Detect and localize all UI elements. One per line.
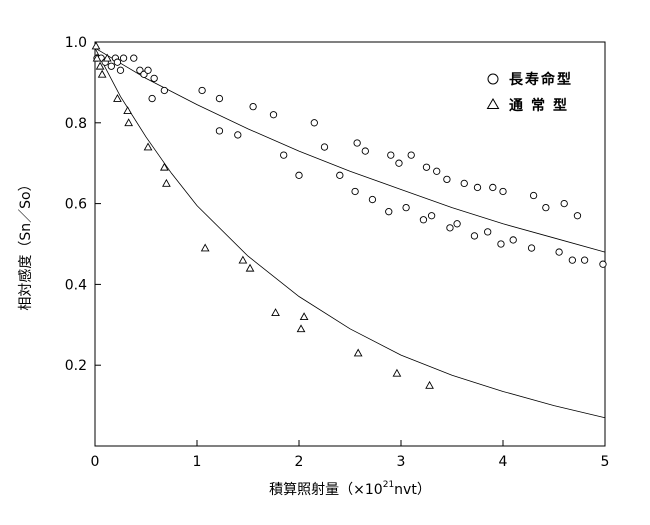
- data-point-circle: [160, 86, 169, 95]
- data-point-circle: [407, 151, 415, 159]
- data-point-triangle: [296, 324, 306, 333]
- plot-frame: [94, 41, 606, 447]
- x-tick-label: 1: [193, 454, 202, 470]
- data-point-circle: [113, 58, 122, 66]
- data-point-circle: [336, 171, 344, 179]
- x-axis-title: 積算照射量（×1021nvt）: [269, 480, 431, 498]
- data-point-triangle: [271, 308, 280, 317]
- data-point-circle: [422, 163, 431, 171]
- data-point-circle: [310, 119, 318, 127]
- y-axis-title: 相対感度（Sn／So）: [17, 177, 34, 310]
- fit-curves: [94, 47, 606, 419]
- x-tick-label: 5: [601, 454, 610, 470]
- data-point-circle: [599, 260, 607, 268]
- data-point-circle: [150, 74, 158, 83]
- data-point-circle: [353, 139, 361, 147]
- x-axis-ticks: 0 1 2 3 4 5: [91, 440, 610, 470]
- data-point-circle: [280, 151, 288, 159]
- data-point-circle: [361, 147, 369, 155]
- data-point-triangle: [91, 41, 101, 50]
- data-point-triangle: [102, 53, 112, 62]
- data-point-circle: [560, 199, 568, 208]
- y-tick-label: 0.8: [65, 116, 87, 132]
- data-point-circle: [433, 167, 441, 175]
- fit-curve-standard: [94, 47, 606, 419]
- legend-label-standard: 通常型: [509, 97, 575, 114]
- data-point-circle: [580, 256, 589, 264]
- data-point-circle: [215, 127, 224, 135]
- data-point-circle: [529, 191, 538, 200]
- data-point-triangle: [92, 53, 102, 62]
- data-point-circle: [320, 143, 329, 151]
- data-point-circle: [542, 203, 550, 212]
- x-tick-label: 0: [91, 454, 100, 470]
- data-point-triangle: [353, 348, 363, 357]
- data-point-circle: [249, 102, 257, 111]
- data-point-circle: [453, 220, 461, 228]
- data-point-triangle: [200, 243, 210, 252]
- data-point-circle: [351, 187, 359, 196]
- data-point-circle: [269, 111, 278, 119]
- data-point-triangle: [162, 178, 171, 187]
- y-tick-label: 0.6: [65, 197, 87, 213]
- data-point-circle: [387, 151, 395, 159]
- data-point-circle: [107, 62, 115, 70]
- legend-label-long-life: 長寿命型: [509, 71, 573, 88]
- data-point-circle: [470, 232, 479, 240]
- legend-triangle-marker: [486, 98, 500, 109]
- data-point-circle: [419, 216, 428, 224]
- data-point-triangle: [95, 61, 105, 70]
- legend: 長寿命型 通常型: [486, 71, 575, 114]
- data-point-circle: [460, 179, 468, 188]
- data-point-circle: [573, 212, 582, 220]
- data-point-circle: [144, 66, 152, 74]
- data-point-circle: [368, 195, 377, 204]
- data-points: [91, 41, 607, 389]
- data-point-circle: [568, 256, 577, 264]
- y-axis-ticks: 0.2 0.4 0.6 0.8 1.0: [65, 35, 101, 374]
- data-point-triangle: [238, 255, 248, 264]
- data-point-circle: [497, 240, 505, 248]
- data-point-triangle: [392, 368, 402, 377]
- data-point-circle: [215, 94, 224, 103]
- data-point-circle: [484, 228, 492, 236]
- data-point-circle: [402, 203, 410, 212]
- x-tick-label: 3: [397, 454, 406, 470]
- data-point-circle: [473, 183, 482, 192]
- x-tick-label: 4: [499, 454, 508, 470]
- data-point-circle: [116, 66, 125, 74]
- data-point-circle: [395, 159, 403, 167]
- data-point-triangle: [159, 162, 169, 171]
- data-point-circle: [443, 175, 451, 184]
- data-point-circle: [385, 208, 393, 216]
- data-point-triangle: [245, 263, 255, 272]
- data-point-circle: [295, 171, 303, 179]
- data-point-triangle: [124, 118, 134, 127]
- data-point-triangle: [97, 69, 107, 78]
- data-point-circle: [427, 212, 436, 220]
- y-tick-label: 0.2: [65, 358, 87, 374]
- fit-curve-long-life: [94, 47, 606, 253]
- data-point-circle: [234, 131, 242, 139]
- data-point-circle: [555, 248, 563, 256]
- data-point-circle: [527, 244, 536, 252]
- data-point-circle: [148, 94, 156, 103]
- data-point-triangle: [425, 380, 434, 389]
- data-point-circle: [509, 236, 517, 244]
- y-tick-label: 1.0: [65, 35, 87, 51]
- data-point-triangle: [123, 106, 133, 115]
- data-point-circle: [119, 54, 128, 62]
- data-point-triangle: [299, 312, 309, 321]
- data-point-circle: [499, 187, 507, 196]
- x-tick-label: 2: [295, 454, 304, 470]
- y-tick-label: 0.4: [65, 277, 87, 293]
- data-point-circle: [130, 54, 138, 62]
- data-point-triangle: [143, 142, 153, 151]
- data-point-circle: [198, 86, 206, 95]
- data-point-circle: [489, 183, 497, 192]
- data-point-triangle: [113, 94, 122, 102]
- data-point-circle: [446, 224, 454, 232]
- legend-circle-marker: [487, 73, 499, 85]
